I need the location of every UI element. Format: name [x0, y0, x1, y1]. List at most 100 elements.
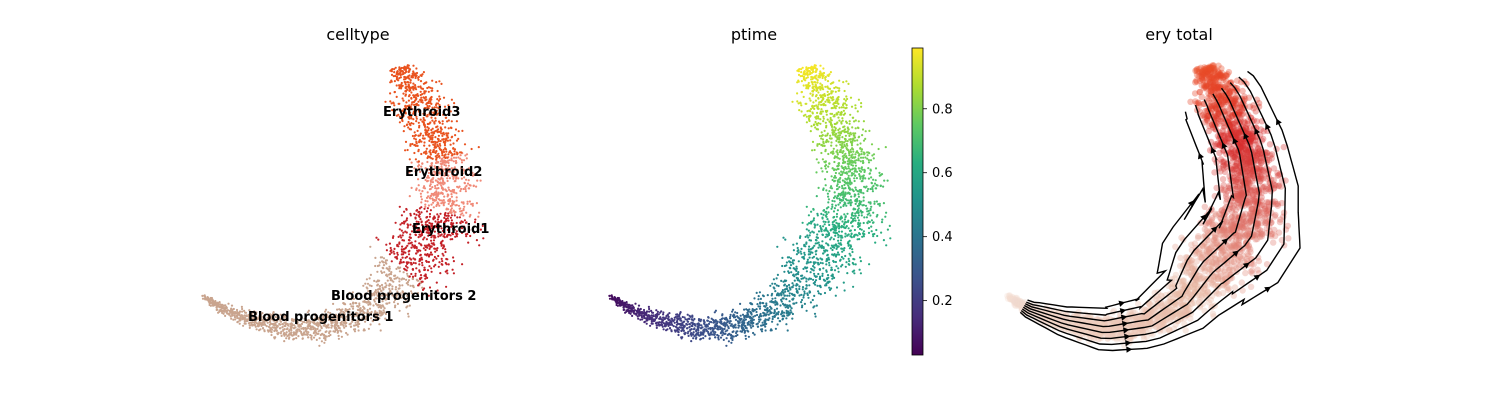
celltype-point — [431, 193, 435, 196]
ptime-point — [829, 137, 833, 140]
ptime-point — [764, 318, 767, 321]
ptime-point — [831, 167, 834, 170]
ptime-point — [792, 259, 796, 262]
celltype-point — [370, 313, 373, 316]
celltype-point — [362, 284, 365, 287]
ptime-point — [847, 176, 850, 180]
ptime-point — [747, 320, 751, 323]
celltype-point — [341, 308, 344, 311]
cluster-label-blood-progenitors-1: Blood progenitors 1 — [248, 310, 393, 325]
ptime-point — [856, 216, 860, 219]
ptime-point — [819, 293, 822, 296]
celltype-point — [402, 130, 405, 133]
ptime-point — [824, 121, 827, 124]
celltype-point — [433, 215, 436, 218]
celltype-point — [352, 301, 355, 304]
celltype-point — [215, 306, 218, 309]
ptime-point — [733, 314, 736, 317]
celltype-point — [317, 325, 320, 328]
celltype-point — [423, 268, 427, 271]
celltype-point — [274, 336, 277, 339]
ptime-point — [758, 291, 762, 294]
ptime-point — [740, 317, 743, 320]
ptime-point — [837, 162, 841, 165]
ptime-point — [871, 190, 875, 193]
ptime-point — [844, 177, 847, 180]
celltype-point — [306, 333, 309, 336]
ptime-point — [730, 341, 733, 344]
celltype-point — [409, 233, 412, 236]
ptime-point — [812, 231, 815, 234]
celltype-point — [413, 212, 416, 215]
celltype-point — [400, 229, 403, 232]
celltype-point — [415, 67, 418, 70]
ptime-point — [867, 187, 870, 191]
celltype-point — [444, 211, 447, 215]
celltype-point — [293, 324, 296, 327]
ptime-point — [835, 253, 839, 256]
ptime-point — [807, 229, 810, 232]
ptime-point — [785, 279, 788, 282]
ptime-point — [825, 233, 828, 236]
ptime-point — [697, 329, 700, 332]
ptime-point — [802, 255, 805, 259]
ptime-point — [813, 272, 816, 275]
ptime-point — [818, 142, 821, 146]
celltype-point — [320, 340, 323, 343]
ptime-point — [750, 312, 753, 315]
celltype-point — [374, 318, 377, 321]
celltype-point — [239, 319, 242, 322]
ptime-point — [672, 325, 675, 328]
ptime-point — [834, 204, 838, 207]
ptime-point — [826, 98, 829, 101]
ptime-point — [889, 237, 892, 240]
ptime-point — [830, 244, 834, 247]
ptime-point — [833, 169, 836, 172]
ptime-point — [847, 170, 850, 173]
celltype-point — [432, 239, 436, 242]
celltype-point — [428, 215, 431, 218]
ptime-point — [814, 238, 818, 242]
ptime-point — [760, 330, 764, 333]
celltype-point — [417, 160, 420, 163]
celltype-point — [435, 257, 438, 260]
ptime-point — [725, 337, 728, 340]
ptime-point — [851, 164, 855, 167]
celltype-point — [429, 149, 432, 152]
ptime-point — [811, 140, 815, 143]
celltype-point — [415, 140, 418, 143]
celltype-point — [241, 307, 244, 311]
celltype-point — [350, 298, 353, 301]
ptime-point — [831, 203, 834, 206]
celltype-point — [423, 244, 426, 247]
celltype-point — [404, 93, 407, 96]
celltype-point — [422, 134, 425, 137]
ptime-point — [831, 99, 834, 102]
celltype-point — [405, 255, 409, 258]
ptime-point — [843, 137, 847, 140]
ptime-point — [687, 330, 690, 333]
ptime-point — [780, 279, 783, 282]
ptime-point — [846, 182, 849, 185]
ptime-point — [800, 293, 803, 296]
ptime-point — [774, 290, 777, 293]
celltype-point — [401, 119, 404, 123]
ptime-point — [827, 96, 830, 99]
celltype-point — [330, 316, 333, 319]
celltype-point — [398, 228, 401, 231]
ptime-point — [851, 126, 854, 129]
celltype-point — [314, 334, 317, 337]
ptime-point — [791, 317, 794, 320]
celltype-point — [381, 260, 384, 263]
ptime-point — [726, 324, 729, 327]
ptime-point — [847, 257, 850, 260]
ptime-point — [851, 116, 854, 119]
celltype-point — [428, 136, 432, 139]
celltype-point — [467, 241, 470, 244]
ptime-point — [739, 314, 742, 317]
ptime-point — [756, 303, 759, 306]
ptime-point — [817, 161, 820, 164]
celltype-point — [306, 327, 310, 330]
ptime-point — [856, 197, 859, 201]
ptime-point — [861, 159, 865, 163]
